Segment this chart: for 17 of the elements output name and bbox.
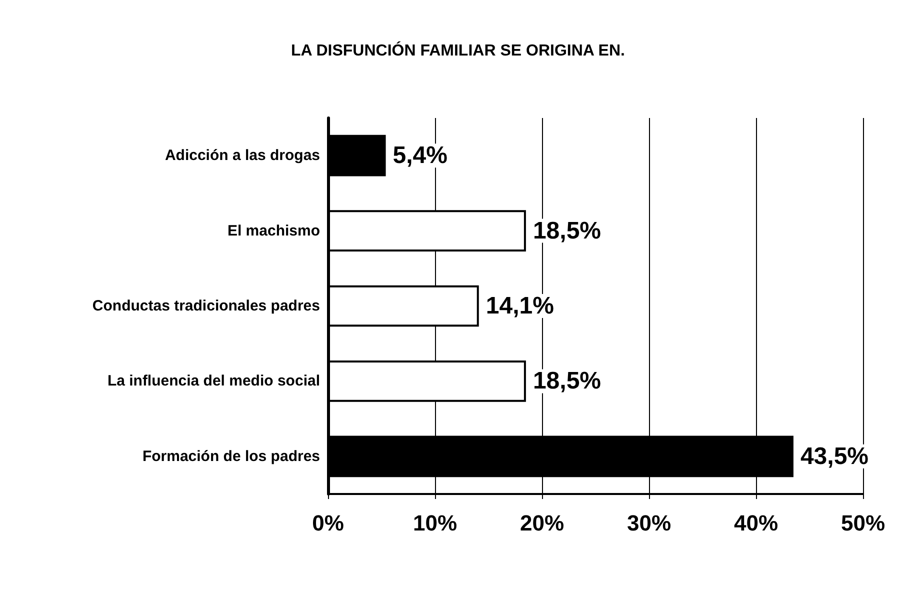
- x-tick-label: 10%: [412, 510, 458, 536]
- y-tick-label: Conductas tradicionales padres: [92, 298, 320, 314]
- y-tick-label: Adicción a las drogas: [164, 147, 320, 164]
- data-label: 43,5%: [800, 442, 869, 470]
- x-tick-label: 20%: [520, 510, 564, 536]
- y-tick-label: La influencia del medio social: [107, 372, 320, 390]
- x-tick-label: 30%: [626, 510, 672, 536]
- x-tick-label: 50%: [840, 510, 886, 536]
- data-label: 18,5%: [532, 368, 602, 395]
- x-tick-label: 0%: [312, 510, 344, 536]
- y-tick-label: El machismo: [227, 222, 320, 240]
- data-label: 18,5%: [532, 217, 602, 244]
- data-label: 14,1%: [486, 292, 554, 320]
- data-label: 5,4%: [392, 142, 448, 170]
- x-tick-label: 40%: [734, 510, 778, 536]
- chart-title: LA DISFUNCIÓN FAMILIAR SE ORIGINA EN.: [291, 40, 625, 60]
- y-tick-label: Formación de los padres: [142, 448, 320, 465]
